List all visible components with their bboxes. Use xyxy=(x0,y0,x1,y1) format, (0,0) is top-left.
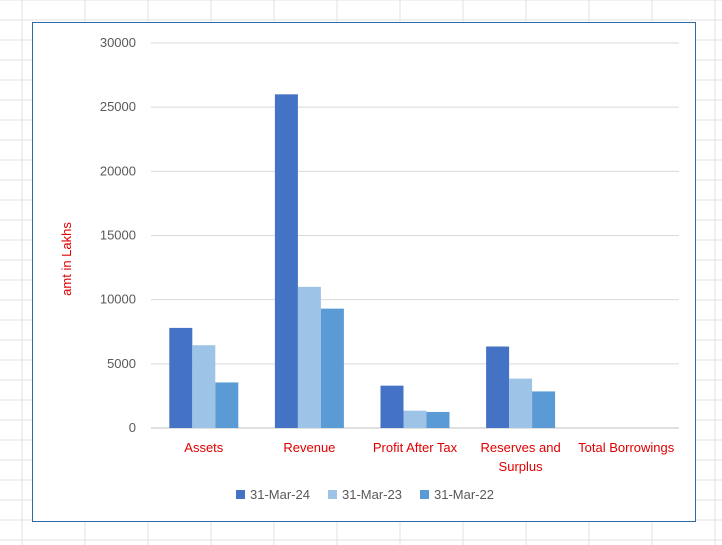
x-category-label: Profit After Tax xyxy=(373,440,458,455)
bar-31-mar-22 xyxy=(426,411,450,428)
y-tick-label: 10000 xyxy=(100,292,136,307)
bar-31-mar-24 xyxy=(380,385,404,428)
chart-area[interactable]: amt in Lakhs 0 5000 10000 15000 20000 25000 30… xyxy=(32,22,696,522)
x-category-label: Surplus xyxy=(499,459,544,474)
x-category-label: Assets xyxy=(184,440,224,455)
x-category-label: Revenue xyxy=(283,440,335,455)
bar-31-mar-23 xyxy=(403,410,427,428)
legend-entry: 31-Mar-22 xyxy=(434,487,494,502)
bar-31-mar-22 xyxy=(320,308,344,428)
legend-entry: 31-Mar-24 xyxy=(250,487,310,502)
bar-31-mar-22 xyxy=(532,391,556,428)
bar-31-mar-24 xyxy=(274,94,298,428)
legend-entry: 31-Mar-23 xyxy=(342,487,402,502)
bar-31-mar-23 xyxy=(509,378,533,428)
x-category-label: Reserves and xyxy=(480,440,560,455)
bar-31-mar-22 xyxy=(215,382,239,428)
y-tick-label: 15000 xyxy=(100,228,136,243)
legend-swatch xyxy=(328,490,337,499)
legend-swatch xyxy=(236,490,245,499)
x-category-label: Total Borrowings xyxy=(578,440,675,455)
y-tick-label: 20000 xyxy=(100,163,136,178)
legend-swatch xyxy=(420,490,429,499)
y-tick-label: 25000 xyxy=(100,99,136,114)
y-tick-label: 5000 xyxy=(107,356,136,371)
bar-31-mar-23 xyxy=(192,345,216,428)
bar-31-mar-24 xyxy=(169,327,193,428)
y-tick-label: 0 xyxy=(129,420,136,435)
y-tick-label: 30000 xyxy=(100,35,136,50)
y-axis-title: amt in Lakhs xyxy=(59,222,74,296)
bar-31-mar-23 xyxy=(297,286,321,428)
bar-31-mar-24 xyxy=(486,346,510,428)
bar-chart: amt in Lakhs 0 5000 10000 15000 20000 25000 30… xyxy=(59,35,679,502)
